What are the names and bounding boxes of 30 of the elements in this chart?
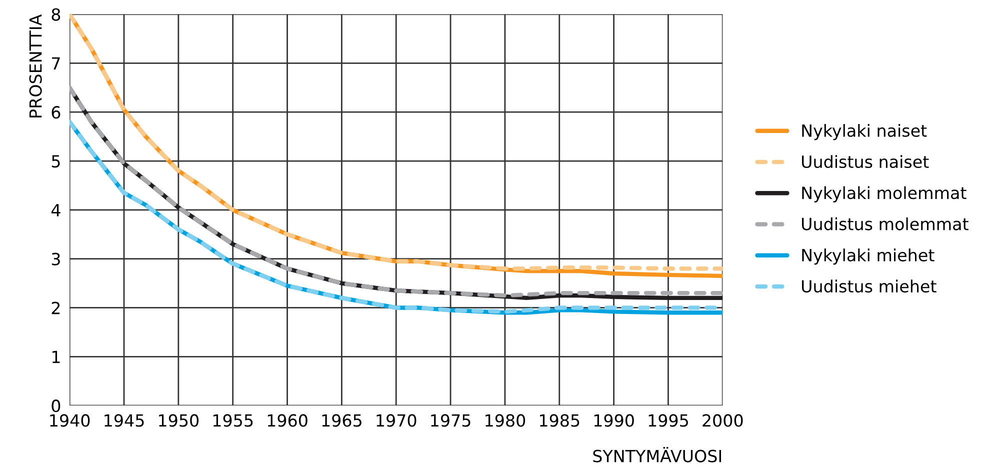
legend-label: Nykylaki molemmat bbox=[802, 186, 966, 202]
y-tick-label: 2 bbox=[52, 302, 60, 314]
x-tick-label: 1940 bbox=[50, 414, 90, 427]
x-tick-label: 1950 bbox=[159, 414, 199, 427]
legend-label: Uudistus miehet bbox=[802, 280, 936, 293]
x-tick-label: 1995 bbox=[648, 414, 688, 427]
y-tick-label: 0 bbox=[52, 400, 60, 412]
x-tick-label: 1975 bbox=[431, 414, 470, 427]
x-tick-label: 1960 bbox=[268, 414, 308, 427]
x-tick-label: 1945 bbox=[104, 414, 144, 427]
legend-label: Nykylaki naiset bbox=[802, 124, 927, 140]
y-tick-label: 8 bbox=[52, 8, 60, 21]
legend-label: Uudistus naiset bbox=[802, 155, 929, 168]
x-tick-label: 1965 bbox=[322, 414, 362, 427]
legend-label: Uudistus molemmat bbox=[802, 217, 968, 230]
y-tick-label: 7 bbox=[52, 57, 60, 70]
y-tick-label: 1 bbox=[52, 350, 60, 363]
x-tick-label: 1990 bbox=[594, 414, 634, 427]
y-tick-label: 5 bbox=[52, 155, 60, 168]
x-tick-label: 2000 bbox=[702, 414, 743, 427]
y-tick-label: 3 bbox=[52, 252, 60, 266]
x-tick-label: 1955 bbox=[213, 414, 253, 427]
x-tick-label: 1970 bbox=[376, 414, 416, 427]
y-tick-label: 4 bbox=[51, 204, 60, 216]
x-axis-title: SYNTYMÄVUOSI bbox=[593, 446, 721, 462]
y-axis-title: PROSENTTIA bbox=[29, 14, 42, 118]
x-tick-label: 1985 bbox=[540, 414, 580, 427]
y-tick-label: 6 bbox=[52, 106, 60, 119]
legend-label: Nykylaki miehet bbox=[802, 248, 934, 265]
x-tick-label: 1980 bbox=[486, 414, 526, 427]
